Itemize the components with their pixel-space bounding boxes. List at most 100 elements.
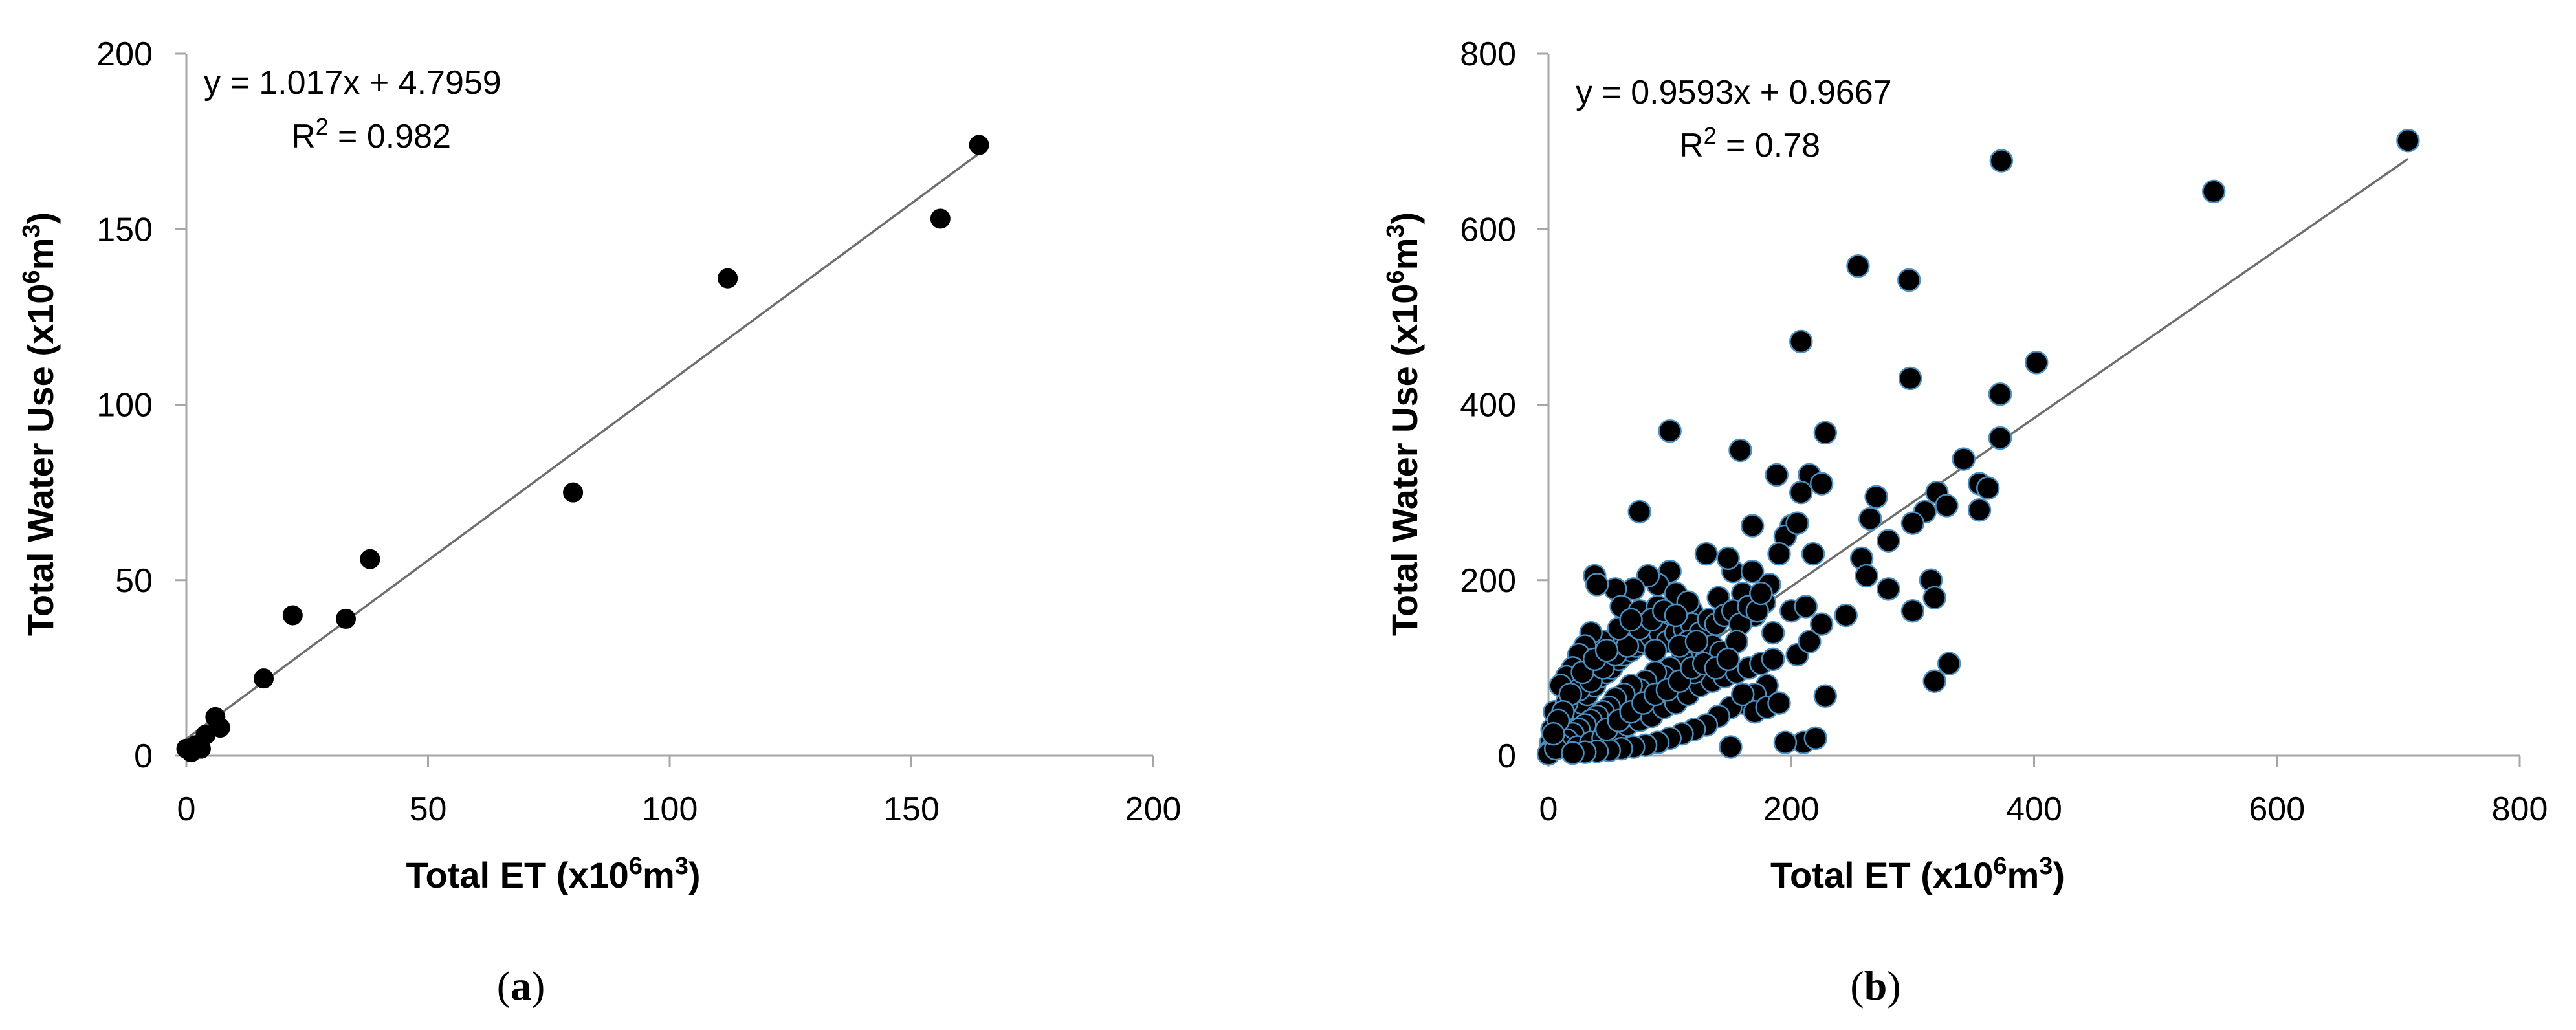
chart-a-scatter: 0 50 100 150 200 0 50 100 150 200 y = 1.017x + 4.7… [18,36,1181,1009]
data-point [1967,498,1992,522]
y-tick-label: 150 [96,211,153,248]
trendline [185,152,980,740]
data-point [1664,603,1688,628]
data-point [1789,329,1813,354]
x-axis-title: Total ET (x106m3) [406,853,700,895]
data-point [1988,382,2012,406]
data-point [1897,268,1921,292]
data-point [1900,598,1925,623]
data-point [1761,620,1785,645]
data-point [1541,721,1565,746]
data-point [1813,421,1838,445]
data-point [1922,669,1946,693]
y-axis-title: Total Water Use (x106m3) [1382,212,1425,636]
x-tick-label: 200 [1125,791,1182,828]
x-tick-label: 600 [2249,791,2305,828]
data-point [1740,559,1765,584]
y-tick-label: 100 [96,387,153,424]
x-tick-label: 150 [883,791,940,828]
y-tick-label: 0 [1497,738,1516,775]
data-point [1658,419,1682,443]
data-point [1740,514,1765,538]
data-point [1809,612,1834,636]
data-point [1719,735,1743,759]
data-point [1846,254,1870,278]
data-point [1684,630,1709,653]
data-point [1935,494,1959,518]
data-point [1898,366,1922,391]
data-point [1937,652,1961,675]
data-point [1716,647,1740,672]
y-tick-label: 200 [1460,562,1516,600]
data-point [1900,511,1925,535]
data-point [1801,542,1825,566]
data-point [1694,542,1719,566]
x-axis-title: Total ET (x106m3) [1770,853,2065,895]
x-tick-label: 100 [642,791,698,828]
y-tick-label: 0 [134,738,153,775]
panel-label: (a) [497,963,545,1009]
data-point [1643,639,1668,663]
data-point [2396,129,2420,153]
data-point [1922,586,1946,610]
data-point [282,605,303,626]
data-point [1561,741,1585,765]
r-squared-label: R2 = 0.982 [291,113,451,156]
panel-label: (b) [1850,963,1900,1009]
data-point [210,718,230,738]
y-tick-label: 400 [1460,387,1516,424]
y-axis-title: Total Water Use (x106m3) [18,212,61,636]
data-point [969,135,989,155]
data-point [1794,595,1818,619]
data-point [930,208,951,229]
chart-b-scatter: 0 200 400 600 800 0 200 400 600 800 y = 0.9593x + … [1382,36,2548,1009]
data-point [1594,639,1619,663]
y-tick-label: 50 [115,562,153,600]
y-tick-label: 600 [1460,211,1516,248]
data-point [563,482,584,503]
data-point [2201,179,2226,204]
data-point [1767,691,1791,715]
data-point [1761,647,1785,672]
data-point [1773,730,1798,754]
data-point [1585,573,1609,597]
data-point [1627,499,1651,524]
data-point [2025,351,2049,375]
data-point [1989,149,2014,173]
data-point [1785,511,1809,535]
x-tick-label: 0 [177,791,196,828]
data-point [1636,564,1660,588]
data-point [1730,682,1755,707]
x-tick-label: 800 [2492,791,2548,828]
data-point [1789,480,1813,505]
r-squared-label: R2 = 0.78 [1679,122,1820,165]
x-tick-label: 200 [1763,791,1820,828]
y-tick-label: 800 [1460,36,1516,73]
data-point [1988,426,2012,450]
x-tick-label: 0 [1539,791,1558,828]
data-point [1813,684,1838,708]
data-point [1619,608,1643,632]
data-point [1765,463,1789,487]
regression-equation: y = 0.9593x + 0.9667 [1576,74,1892,111]
data-point [1728,438,1752,463]
data-point [1798,630,1822,653]
data-point [1767,542,1791,566]
data-point [1976,476,2000,500]
data-point [1952,447,1976,471]
data-point [1858,507,1882,531]
data-point [718,268,738,289]
data-point [1877,577,1900,601]
data-point [254,668,274,689]
data-point [1803,726,1828,751]
x-tick-label: 400 [2006,791,2062,828]
data-point [1877,529,1900,553]
y-tick-label: 200 [96,36,153,73]
data-point [1749,581,1773,606]
data-point [1809,472,1834,496]
data-point [1864,485,1888,509]
data-point [360,549,380,569]
data-point [1716,546,1740,571]
data-point [336,608,357,629]
